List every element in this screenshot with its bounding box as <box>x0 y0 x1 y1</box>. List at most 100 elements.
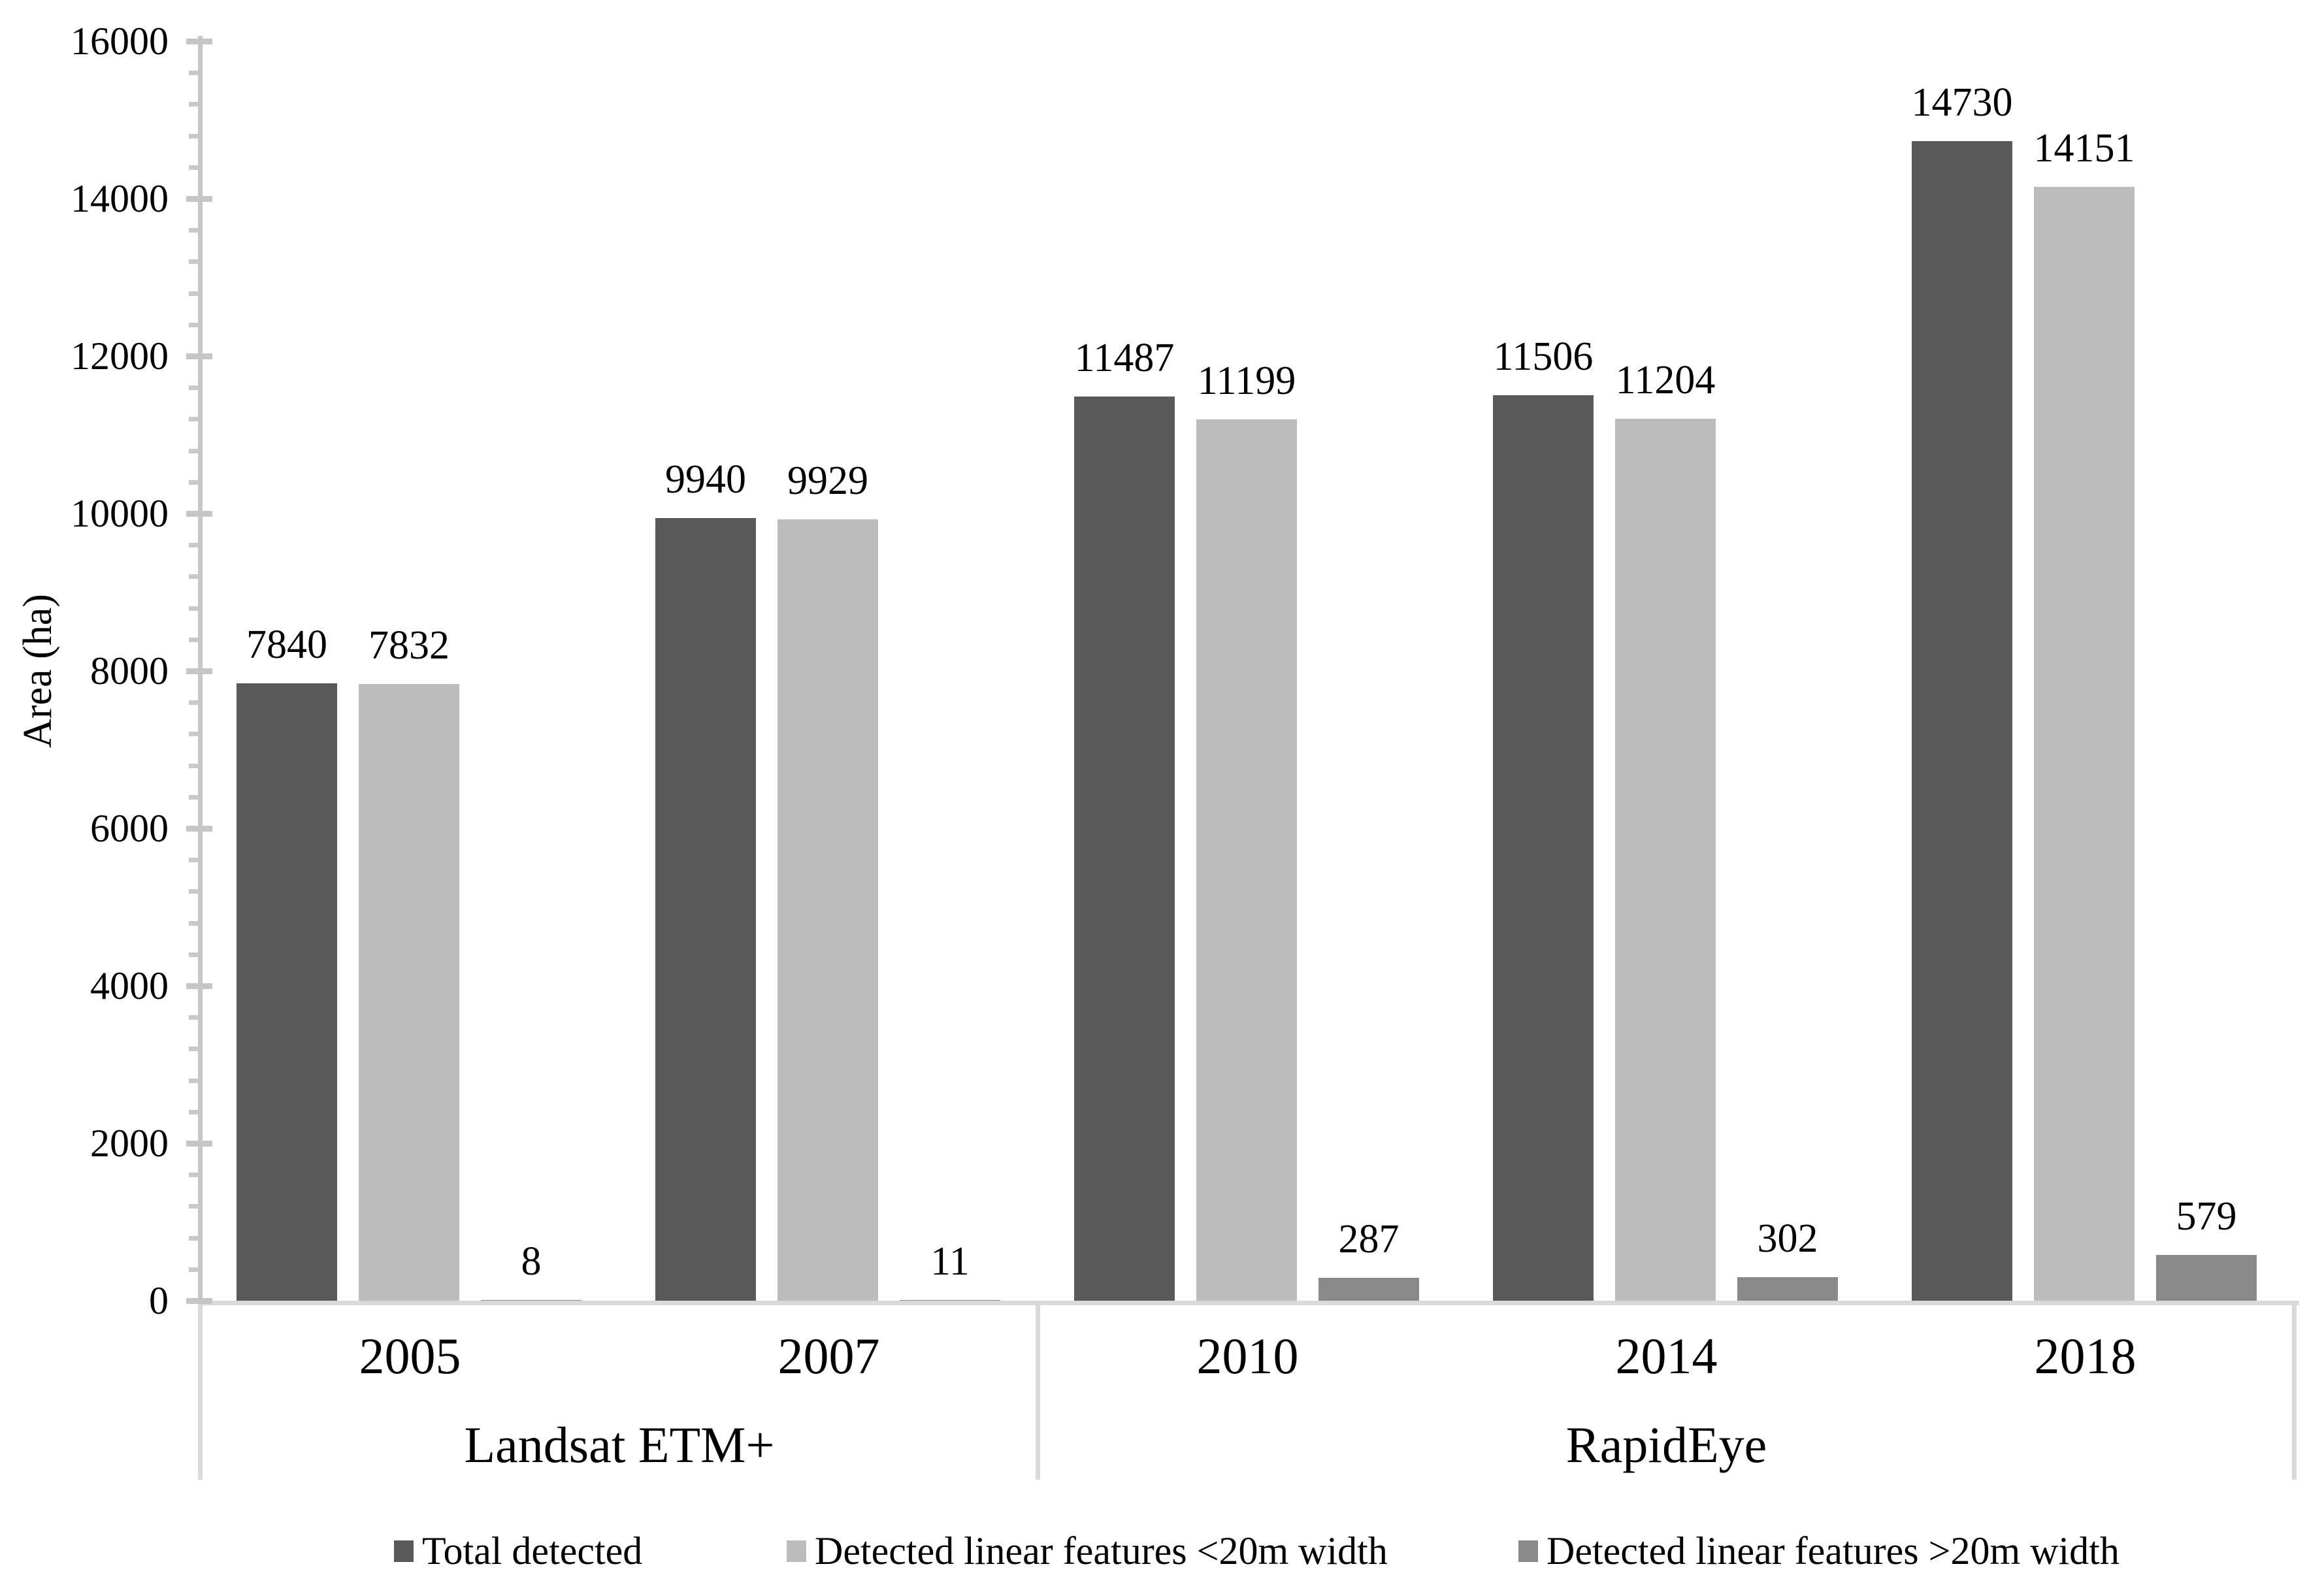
y-tick-label: 8000 <box>90 649 169 692</box>
y-minor-tick <box>189 1173 199 1178</box>
y-minor-tick <box>189 606 199 611</box>
bar-2018-series2 <box>2156 1255 2257 1301</box>
bar-label-2010-series0: 11487 <box>1074 336 1175 380</box>
y-minor-tick <box>189 794 199 800</box>
y-major-tick <box>186 353 212 359</box>
y-minor-tick <box>189 1109 199 1114</box>
bar-label-2014-series0: 11506 <box>1493 334 1594 379</box>
legend-label-total-detected: Total detected <box>422 1529 643 1572</box>
bar-2007-series1 <box>777 519 878 1301</box>
y-tick-label: 6000 <box>90 807 169 850</box>
bar-label-2007-series1: 9929 <box>787 459 868 503</box>
y-minor-tick <box>189 543 199 548</box>
x-label-area-divider <box>198 1305 203 1480</box>
bar-2005-series0 <box>237 683 337 1301</box>
bar-label-2018-series0: 14730 <box>1911 80 2013 125</box>
legend-label-lt20m: Detected linear features <20m width <box>815 1529 1388 1572</box>
bar-2005-series1 <box>359 684 459 1301</box>
y-tick-label: 10000 <box>71 492 169 535</box>
y-major-tick <box>186 511 212 517</box>
x-label-area-divider <box>1036 1305 1040 1480</box>
bar-label-2005-series2: 8 <box>521 1239 542 1284</box>
bar-2018-series0 <box>1912 141 2012 1301</box>
y-major-tick <box>186 983 212 989</box>
x-category-label-2014: 2014 <box>1615 1327 1718 1384</box>
x-group-label-landsat-etm-: Landsat ETM+ <box>464 1416 775 1473</box>
y-minor-tick <box>189 480 199 485</box>
y-minor-tick <box>189 920 199 926</box>
y-tick-label: 14000 <box>71 177 169 220</box>
y-minor-tick <box>189 732 199 737</box>
y-minor-tick <box>189 637 199 642</box>
bar-2014-series0 <box>1493 395 1594 1301</box>
bar-2014-series1 <box>1615 419 1716 1301</box>
y-minor-tick <box>189 763 199 768</box>
y-minor-tick <box>189 228 199 233</box>
y-minor-tick <box>189 858 199 863</box>
y-minor-tick <box>189 889 199 894</box>
y-minor-tick <box>189 1267 199 1272</box>
x-label-area-divider <box>2292 1305 2297 1480</box>
bar-2010-series1 <box>1196 419 1297 1301</box>
legend-entry-lt20m: Detected linear features <20m width <box>787 1530 1388 1572</box>
legend-marker-total-detected <box>394 1540 414 1562</box>
y-tick-label: 16000 <box>71 20 169 63</box>
legend-entry-total-detected: Total detected <box>394 1530 642 1572</box>
y-tick-label: 12000 <box>71 334 169 378</box>
y-minor-tick <box>189 385 199 391</box>
y-minor-tick <box>189 291 199 296</box>
bar-label-2007-series0: 9940 <box>665 457 746 502</box>
x-category-label-2005: 2005 <box>359 1327 461 1384</box>
x-axis-line <box>198 1301 2299 1305</box>
bar-2010-series2 <box>1318 1278 1419 1301</box>
legend-marker-lt20m <box>787 1540 806 1562</box>
bar-2007-series0 <box>655 518 756 1301</box>
bar-label-2018-series1: 14151 <box>2033 126 2135 171</box>
y-minor-tick <box>189 448 199 453</box>
y-major-tick <box>186 668 212 674</box>
y-minor-tick <box>189 259 199 265</box>
bar-2014-series2 <box>1737 1277 1838 1301</box>
bar-label-2014-series1: 11204 <box>1615 358 1716 402</box>
y-minor-tick <box>189 322 199 327</box>
x-category-label-2010: 2010 <box>1196 1327 1299 1384</box>
y-minor-tick <box>189 1015 199 1020</box>
y-major-tick <box>186 1141 212 1147</box>
bar-label-2007-series2: 11 <box>930 1239 970 1284</box>
x-group-label-rapideye: RapidEye <box>1565 1416 1767 1473</box>
bar-label-2014-series2: 302 <box>1757 1216 1818 1261</box>
bar-label-2010-series2: 287 <box>1338 1217 1399 1261</box>
y-tick-label: 0 <box>149 1279 169 1322</box>
y-minor-tick <box>189 1047 199 1052</box>
x-category-label-2007: 2007 <box>777 1327 880 1384</box>
bar-label-2005-series0: 7840 <box>246 623 327 667</box>
bar-2018-series1 <box>2034 187 2135 1301</box>
y-minor-tick <box>189 952 199 957</box>
bar-2010-series0 <box>1074 397 1175 1301</box>
y-major-tick <box>186 196 212 202</box>
y-major-tick <box>186 1298 212 1304</box>
y-major-tick <box>186 39 212 44</box>
x-category-label-2018: 2018 <box>2034 1327 2136 1384</box>
bar-label-2005-series1: 7832 <box>368 623 450 668</box>
y-minor-tick <box>189 133 199 138</box>
y-minor-tick <box>189 1235 199 1241</box>
y-minor-tick <box>189 1204 199 1209</box>
y-minor-tick <box>189 574 199 579</box>
bar-2007-series2 <box>900 1300 1000 1301</box>
legend-entry-gt20m: Detected linear features >20m width <box>1518 1530 2119 1572</box>
bar-2005-series2 <box>481 1300 581 1301</box>
legend-marker-gt20m <box>1518 1540 1538 1562</box>
bar-label-2018-series2: 579 <box>2176 1194 2237 1239</box>
y-minor-tick <box>189 1078 199 1083</box>
y-major-tick <box>186 826 212 832</box>
y-minor-tick <box>189 417 199 422</box>
y-minor-tick <box>189 71 199 76</box>
y-tick-label: 2000 <box>90 1122 169 1165</box>
y-minor-tick <box>189 165 199 170</box>
y-tick-label: 4000 <box>90 964 169 1007</box>
bar-label-2010-series1: 11199 <box>1197 359 1296 403</box>
y-minor-tick <box>189 102 199 107</box>
y-minor-tick <box>189 700 199 706</box>
